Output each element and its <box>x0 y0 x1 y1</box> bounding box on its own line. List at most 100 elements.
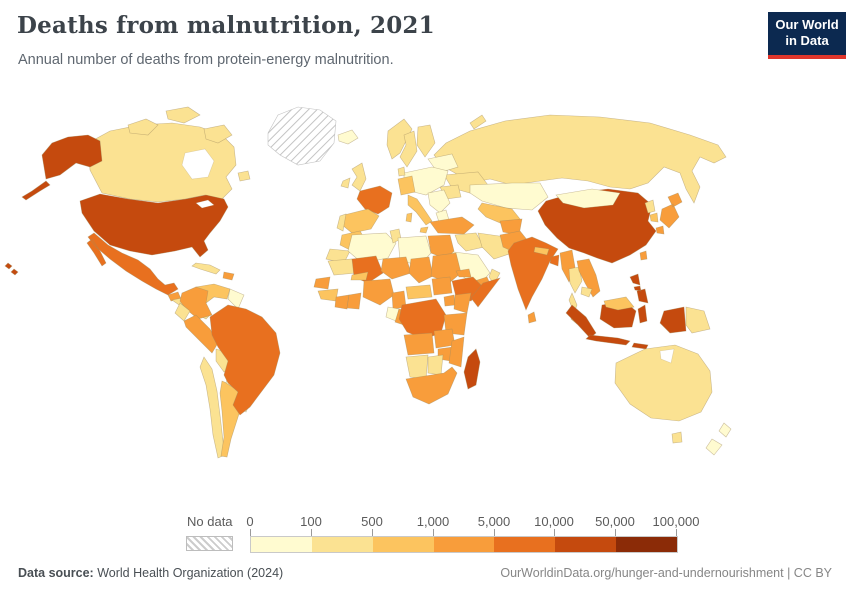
country-usa-alaska[interactable] <box>21 134 103 201</box>
country-papua-new-guinea[interactable] <box>685 306 711 334</box>
country-germany[interactable] <box>397 175 416 196</box>
country-burkina-faso[interactable] <box>350 271 369 281</box>
legend-bin-1000-5000[interactable] <box>433 537 495 552</box>
country-canada-arctic-1[interactable] <box>127 118 159 136</box>
legend-tickmark <box>433 529 434 540</box>
legend-bin-50000-100000[interactable] <box>616 537 678 552</box>
legend-bin-500-1000[interactable] <box>372 537 434 552</box>
region-syria-iraq[interactable] <box>454 232 485 252</box>
country-portugal[interactable] <box>336 213 347 232</box>
country-namibia[interactable] <box>405 354 429 380</box>
country-peru[interactable] <box>183 314 219 354</box>
country-cuba[interactable] <box>191 262 221 275</box>
country-china[interactable] <box>537 188 657 264</box>
country-south-sudan[interactable] <box>431 276 453 296</box>
country-guinea[interactable] <box>317 288 339 302</box>
country-mozambique[interactable] <box>448 336 465 368</box>
country-greenland[interactable] <box>267 106 337 166</box>
country-taiwan[interactable] <box>639 250 648 261</box>
country-mongolia[interactable] <box>555 188 621 209</box>
country-senegal[interactable] <box>313 276 331 290</box>
region-balkans[interactable] <box>427 189 451 214</box>
country-angola[interactable] <box>403 332 435 356</box>
country-indonesia-sulawesi[interactable] <box>637 304 648 324</box>
country-philippines[interactable] <box>629 273 649 304</box>
country-iceland[interactable] <box>337 129 359 145</box>
country-central-african-republic[interactable] <box>405 284 433 300</box>
country-ivory-coast[interactable] <box>334 294 350 310</box>
country-chad[interactable] <box>408 256 434 284</box>
country-brazil[interactable] <box>209 304 281 416</box>
country-uganda[interactable] <box>443 294 456 307</box>
country-sweden[interactable] <box>399 130 418 168</box>
country-colombia[interactable] <box>179 286 213 320</box>
country-somalia[interactable] <box>470 277 501 308</box>
country-bangladesh[interactable] <box>549 254 560 267</box>
great-lakes <box>195 199 215 209</box>
country-turkey[interactable] <box>429 216 475 235</box>
country-mauritania[interactable] <box>327 258 357 276</box>
country-chile[interactable] <box>199 356 226 459</box>
attribution-link[interactable]: OurWorldinData.org/hunger-and-undernouri… <box>500 566 832 580</box>
legend-bin-5000-10000[interactable] <box>494 537 556 552</box>
country-indonesia-west-papua[interactable] <box>659 306 687 334</box>
country-usa[interactable] <box>79 193 229 258</box>
country-eritrea[interactable] <box>455 268 472 278</box>
country-japan[interactable] <box>655 192 683 235</box>
country-nepal[interactable] <box>533 246 550 256</box>
country-canada[interactable] <box>87 122 237 203</box>
country-indonesia-java[interactable] <box>585 334 631 346</box>
legend-bin-10000-50000[interactable] <box>555 537 617 552</box>
legend-bin-0-100[interactable] <box>251 537 312 552</box>
hudson-bay <box>181 148 215 180</box>
country-kazakhstan[interactable] <box>469 182 549 211</box>
country-russia-novaya-zemlya[interactable] <box>469 114 487 130</box>
country-australia-tasmania[interactable] <box>671 431 683 444</box>
country-ghana[interactable] <box>346 292 362 310</box>
country-algeria[interactable] <box>347 232 397 264</box>
country-australia[interactable] <box>614 344 713 422</box>
country-kenya[interactable] <box>453 292 472 314</box>
country-vietnam[interactable] <box>576 258 601 298</box>
country-france[interactable] <box>356 185 393 215</box>
country-niger[interactable] <box>380 256 412 280</box>
legend-bin-100-500[interactable] <box>311 537 373 552</box>
country-indonesia-sumatra[interactable] <box>565 304 597 339</box>
country-uk[interactable] <box>351 162 367 192</box>
legend-tick-500: 500 <box>361 514 383 529</box>
country-madagascar[interactable] <box>463 348 481 390</box>
country-canada-newfoundland[interactable] <box>237 170 251 182</box>
country-new-zealand[interactable] <box>705 422 732 456</box>
country-norway[interactable] <box>386 118 413 160</box>
country-sri-lanka[interactable] <box>527 311 537 324</box>
legend-tick-100: 100 <box>300 514 322 529</box>
country-north-korea[interactable] <box>644 199 656 214</box>
owid-logo-line2: in Data <box>785 33 829 49</box>
legend-tickmark <box>554 529 555 540</box>
legend-tick-50000: 50,000 <box>595 514 635 529</box>
legend-tickmark <box>615 529 616 540</box>
country-india[interactable] <box>507 236 559 311</box>
country-italy[interactable] <box>405 194 433 234</box>
country-nigeria[interactable] <box>362 278 395 306</box>
country-south-africa[interactable] <box>405 366 458 405</box>
owid-logo[interactable]: Our World in Data <box>768 12 846 59</box>
country-botswana[interactable] <box>427 354 444 376</box>
country-mexico[interactable] <box>86 232 179 296</box>
no-data-swatch[interactable] <box>186 536 233 551</box>
country-finland[interactable] <box>416 124 436 158</box>
world-choropleth-map <box>4 106 732 459</box>
country-canada-arctic-3[interactable] <box>203 124 233 144</box>
country-sudan[interactable] <box>430 252 462 284</box>
country-denmark[interactable] <box>397 166 406 177</box>
country-indonesia-lesser-sunda[interactable] <box>631 342 649 350</box>
country-ireland[interactable] <box>340 177 351 189</box>
country-canada-arctic-2[interactable] <box>165 106 201 124</box>
country-cambodia[interactable] <box>580 286 593 298</box>
region-hispaniola[interactable] <box>222 271 235 281</box>
country-spain[interactable] <box>340 208 380 234</box>
country-south-korea[interactable] <box>649 212 659 223</box>
country-usa-hawaii[interactable] <box>4 262 19 276</box>
country-malaysia-borneo[interactable] <box>603 296 635 311</box>
